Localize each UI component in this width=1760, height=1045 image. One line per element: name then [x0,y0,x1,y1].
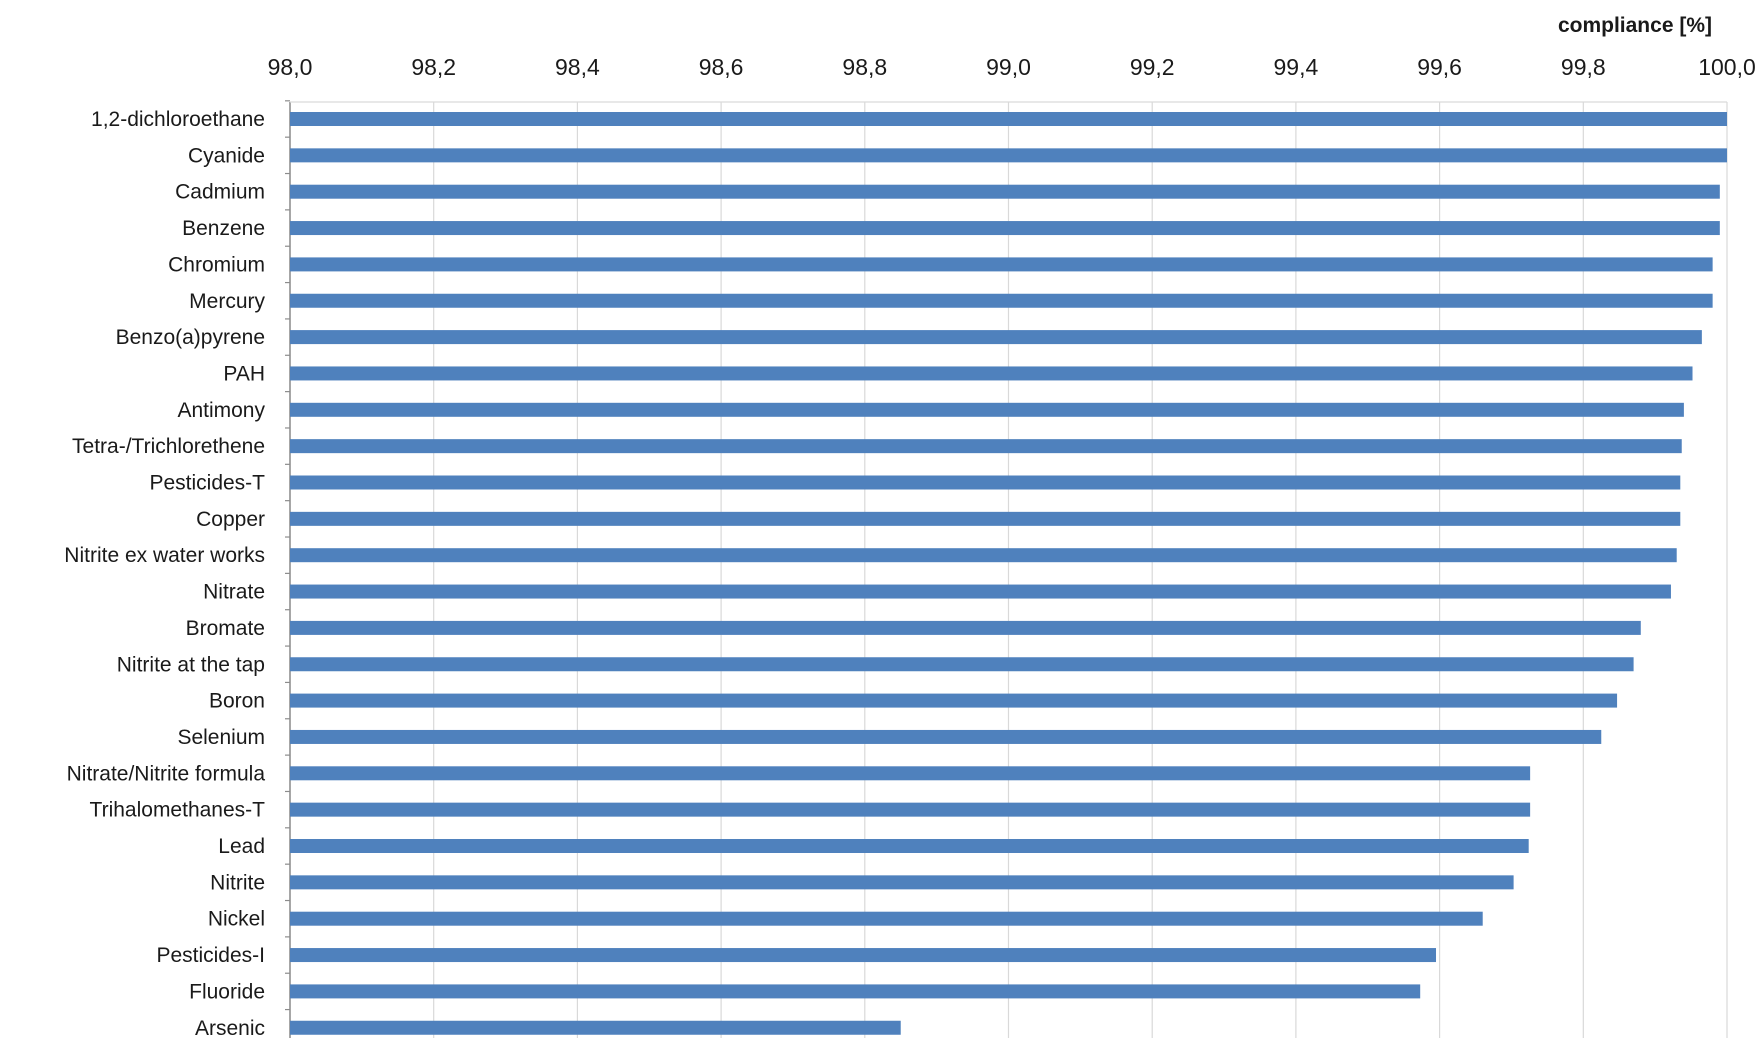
category-label: Arsenic [195,1017,265,1040]
bar [290,548,1677,563]
bar [290,221,1720,236]
bar [290,293,1713,308]
bar [290,402,1684,417]
x-tick-label: 98,0 [268,54,313,80]
x-tick-label: 100,0 [1698,54,1756,80]
category-label: Boron [209,690,265,713]
bar [290,693,1618,708]
x-tick-label: 99,4 [1274,54,1319,80]
category-label: Nitrite ex water works [64,544,265,567]
category-label: Nitrite at the tap [117,653,265,676]
bar [290,148,1727,163]
bar [290,511,1681,526]
gridlines [285,100,1728,1038]
category-label: Pesticides-I [156,944,265,967]
x-tick-label: 98,2 [411,54,456,80]
bar [290,839,1529,853]
category-label: Lead [218,835,265,858]
bar [290,984,1421,999]
category-label: Antimony [177,399,265,422]
category-labels: 1,2-dichloroethane Cyanide Cadmium Benzene C… [64,108,265,1040]
bar [290,948,1437,963]
axis-title: compliance [%] [1558,14,1712,37]
category-label: Benzo(a)pyrene [116,326,265,349]
category-label: PAH [223,362,265,385]
bar [290,475,1681,490]
bar [290,729,1602,744]
category-label: Benzene [182,217,265,240]
category-label: 1,2-dichloroethane [91,108,265,131]
category-label: Nitrate [203,581,265,604]
x-tick-label: 98,6 [699,54,744,80]
bar [290,184,1720,199]
category-label: Nitrite [210,871,265,894]
category-label: Tetra-/Trichlorethene [72,435,265,458]
bar [290,112,1727,126]
bar [290,911,1483,926]
bar [290,875,1514,890]
category-label: Selenium [177,726,265,749]
bar [290,620,1641,635]
bar [290,1020,901,1035]
category-label: Copper [196,508,265,531]
bar [290,366,1693,381]
bar [290,657,1634,672]
x-tick-label: 99,0 [986,54,1031,80]
bar [290,330,1702,345]
bar [290,802,1531,817]
x-tick-label: 99,2 [1130,54,1175,80]
category-label: Cadmium [175,181,265,204]
bar [290,439,1682,454]
category-label: Pesticides-T [149,472,265,495]
bar [290,584,1671,599]
category-label: Bromate [186,617,265,640]
category-label: Chromium [168,253,265,276]
category-label: Nickel [208,908,265,931]
x-tick-label: 98,4 [555,54,600,80]
bar [290,257,1713,272]
x-tick-label: 99,8 [1561,54,1606,80]
category-label: Mercury [189,290,265,313]
x-axis-ticks: 98,0 98,2 98,4 98,6 98,8 99,0 99,2 99,4 99,6 99,8… [268,54,1756,80]
x-tick-label: 99,6 [1417,54,1462,80]
bars [290,112,1727,1035]
category-label: Cyanide [188,144,265,167]
category-label: Nitrate/Nitrite formula [67,762,266,785]
category-label: Fluoride [189,980,265,1003]
x-tick-label: 98,8 [842,54,887,80]
category-label: Trihalomethanes-T [90,799,266,822]
bar [290,766,1531,781]
